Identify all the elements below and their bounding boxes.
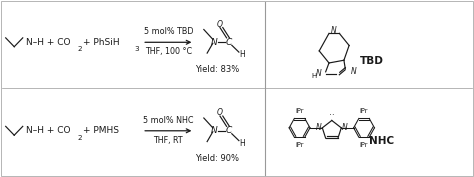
Text: N: N	[342, 123, 347, 132]
Text: TBD: TBD	[360, 56, 384, 66]
Text: N: N	[211, 126, 218, 135]
Text: Yield: 83%: Yield: 83%	[195, 65, 239, 74]
Text: 5 mol% NHC: 5 mol% NHC	[143, 116, 193, 125]
Text: THF, RT: THF, RT	[154, 136, 183, 145]
Text: H: H	[311, 73, 317, 79]
Text: C: C	[225, 38, 232, 47]
Text: + PhSiH: + PhSiH	[83, 38, 119, 47]
Text: N: N	[331, 26, 337, 35]
Text: NHC: NHC	[369, 136, 394, 146]
Text: 2: 2	[78, 135, 82, 141]
Text: N: N	[316, 69, 321, 78]
Text: iPr: iPr	[360, 142, 368, 148]
Text: C: C	[225, 126, 232, 135]
Text: ··: ··	[329, 111, 335, 120]
Text: THF, 100 °C: THF, 100 °C	[145, 47, 192, 56]
Text: iPr: iPr	[295, 108, 304, 114]
Text: H: H	[239, 50, 245, 59]
Text: O: O	[217, 108, 223, 117]
Text: Yield: 90%: Yield: 90%	[195, 154, 239, 163]
Text: N–H + CO: N–H + CO	[26, 126, 70, 135]
Text: iPr: iPr	[360, 108, 368, 114]
Text: 5 mol% TBD: 5 mol% TBD	[144, 27, 193, 36]
Text: N–H + CO: N–H + CO	[26, 38, 70, 47]
Text: 2: 2	[78, 46, 82, 52]
Text: 3: 3	[135, 46, 139, 52]
Text: N: N	[211, 38, 218, 47]
Text: O: O	[217, 20, 223, 29]
Text: + PMHS: + PMHS	[83, 126, 119, 135]
Text: iPr: iPr	[295, 142, 304, 148]
Text: H: H	[239, 139, 245, 148]
Text: N: N	[351, 67, 356, 76]
Text: N: N	[316, 123, 322, 132]
